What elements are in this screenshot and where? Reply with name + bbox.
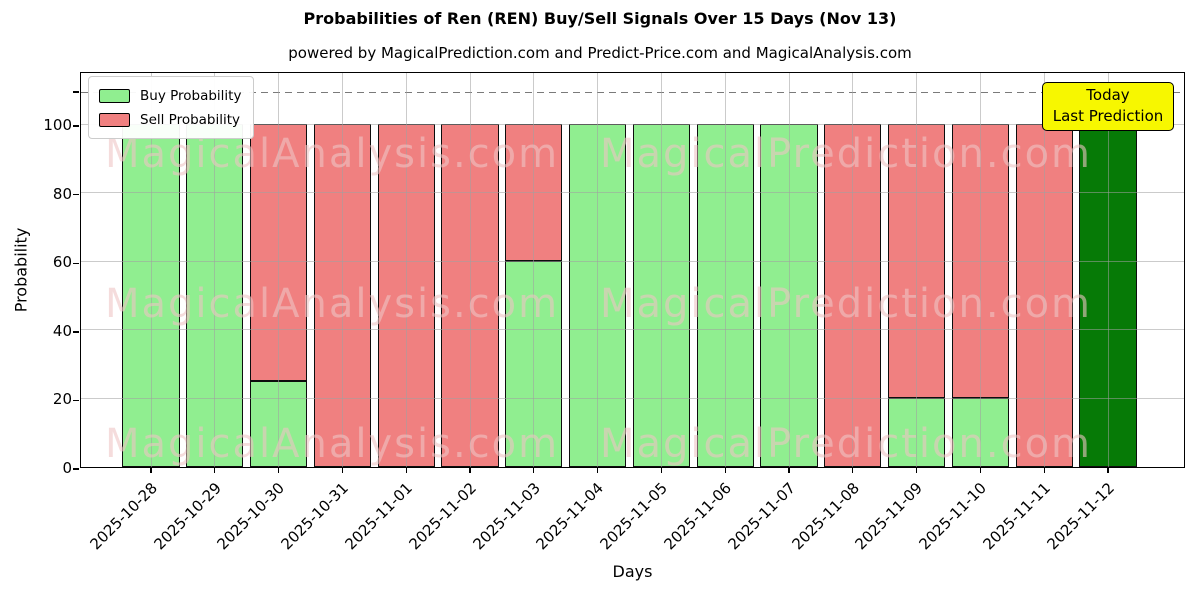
x-tick-label-text: 2025-10-28 xyxy=(86,479,161,554)
x-tick xyxy=(915,467,918,473)
y-tick-label: 20 xyxy=(52,390,72,409)
legend-swatch-sell xyxy=(99,113,130,127)
x-tick xyxy=(150,467,152,473)
x-tick-label-text: 2025-11-11 xyxy=(979,479,1054,554)
y-tick-label: 100 xyxy=(43,116,72,135)
x-tick-label-text: 2025-10-29 xyxy=(150,479,225,554)
v-gridline xyxy=(469,73,471,467)
today-annotation-line1: Today xyxy=(1086,86,1130,104)
x-tick-label-text: 2025-10-31 xyxy=(277,479,353,554)
x-tick-label-text: 2025-11-07 xyxy=(724,479,799,554)
h-gridline xyxy=(81,123,1184,125)
x-tick-label-text: 2025-11-01 xyxy=(341,479,416,554)
v-gridline xyxy=(405,73,407,467)
legend-item-sell: Sell Probability xyxy=(99,108,243,132)
h-gridline xyxy=(81,329,1184,331)
y-tick-label: 40 xyxy=(52,321,72,340)
y-tick-label: 60 xyxy=(52,253,72,272)
chart-title: Probabilities of Ren (REN) Buy/Sell Sign… xyxy=(303,9,897,28)
x-tick-label-text: 2025-11-05 xyxy=(596,479,672,554)
y-tick xyxy=(73,262,79,264)
v-gridline xyxy=(852,73,854,467)
dashed-threshold-line xyxy=(81,91,1184,94)
x-tick-label-text: 2025-10-30 xyxy=(213,479,289,554)
x-tick xyxy=(852,467,854,473)
y-tick-label: 80 xyxy=(52,184,72,203)
x-tick xyxy=(788,467,790,473)
y-tick xyxy=(73,399,79,402)
today-annotation: Today Last Prediction xyxy=(1042,82,1174,131)
x-tick xyxy=(277,467,280,473)
x-axis-label: Days xyxy=(612,562,653,581)
legend-swatch-buy xyxy=(99,89,130,103)
h-gridline xyxy=(81,397,1184,399)
v-gridline xyxy=(916,73,918,467)
v-gridline xyxy=(788,73,790,467)
v-gridline xyxy=(214,73,216,467)
v-gridline xyxy=(533,73,535,467)
x-tick xyxy=(469,467,471,473)
v-gridline xyxy=(341,73,343,467)
h-gridline xyxy=(81,192,1184,194)
today-annotation-line2: Last Prediction xyxy=(1052,107,1164,125)
v-gridline xyxy=(150,73,152,467)
x-tick xyxy=(596,467,599,473)
x-tick xyxy=(1043,467,1045,473)
x-tick xyxy=(979,467,982,473)
v-gridline xyxy=(278,73,280,467)
v-gridline xyxy=(979,73,981,467)
y-tick xyxy=(73,125,79,127)
v-gridline xyxy=(597,73,599,467)
x-tick xyxy=(341,467,344,473)
x-tick xyxy=(724,467,726,473)
y-tick-label: 0 xyxy=(62,459,72,477)
x-tick-label-text: 2025-11-03 xyxy=(469,479,544,554)
y-tick xyxy=(73,194,79,196)
legend-label-sell: Sell Probability xyxy=(140,112,241,128)
x-tick-label-text: 2025-11-12 xyxy=(1043,479,1118,554)
x-tick xyxy=(405,467,407,473)
x-tick-label-text: 2025-11-08 xyxy=(788,479,863,554)
h-gridline xyxy=(81,260,1184,262)
legend-item-buy: Buy Probability xyxy=(99,84,243,108)
x-tick-label-text: 2025-11-04 xyxy=(532,479,608,554)
y-tick xyxy=(73,468,79,470)
x-tick-label-text: 2025-11-10 xyxy=(915,479,991,554)
x-tick-label-text: 2025-11-02 xyxy=(405,479,480,554)
legend-label-buy: Buy Probability xyxy=(140,88,242,104)
x-tick xyxy=(533,467,535,473)
v-gridline xyxy=(1043,73,1045,467)
x-tick xyxy=(1107,467,1109,473)
x-tick-label-text: 2025-11-06 xyxy=(660,479,735,554)
x-tick-label-text: 2025-11-09 xyxy=(851,479,927,554)
v-gridline xyxy=(660,73,662,467)
x-tick xyxy=(214,467,216,473)
x-tick xyxy=(660,467,663,473)
plot-area: 2025-10-28 2025-10-29 2025-10-30 2025-10-31… xyxy=(73,72,1185,553)
v-gridline xyxy=(724,73,726,467)
chart-subtitle: powered by MagicalPrediction.com and Pre… xyxy=(288,44,912,62)
legend: Buy Probability Sell Probability xyxy=(88,76,254,139)
y-tick xyxy=(73,331,79,333)
v-gridline xyxy=(1107,73,1109,467)
y-tick xyxy=(73,91,79,93)
